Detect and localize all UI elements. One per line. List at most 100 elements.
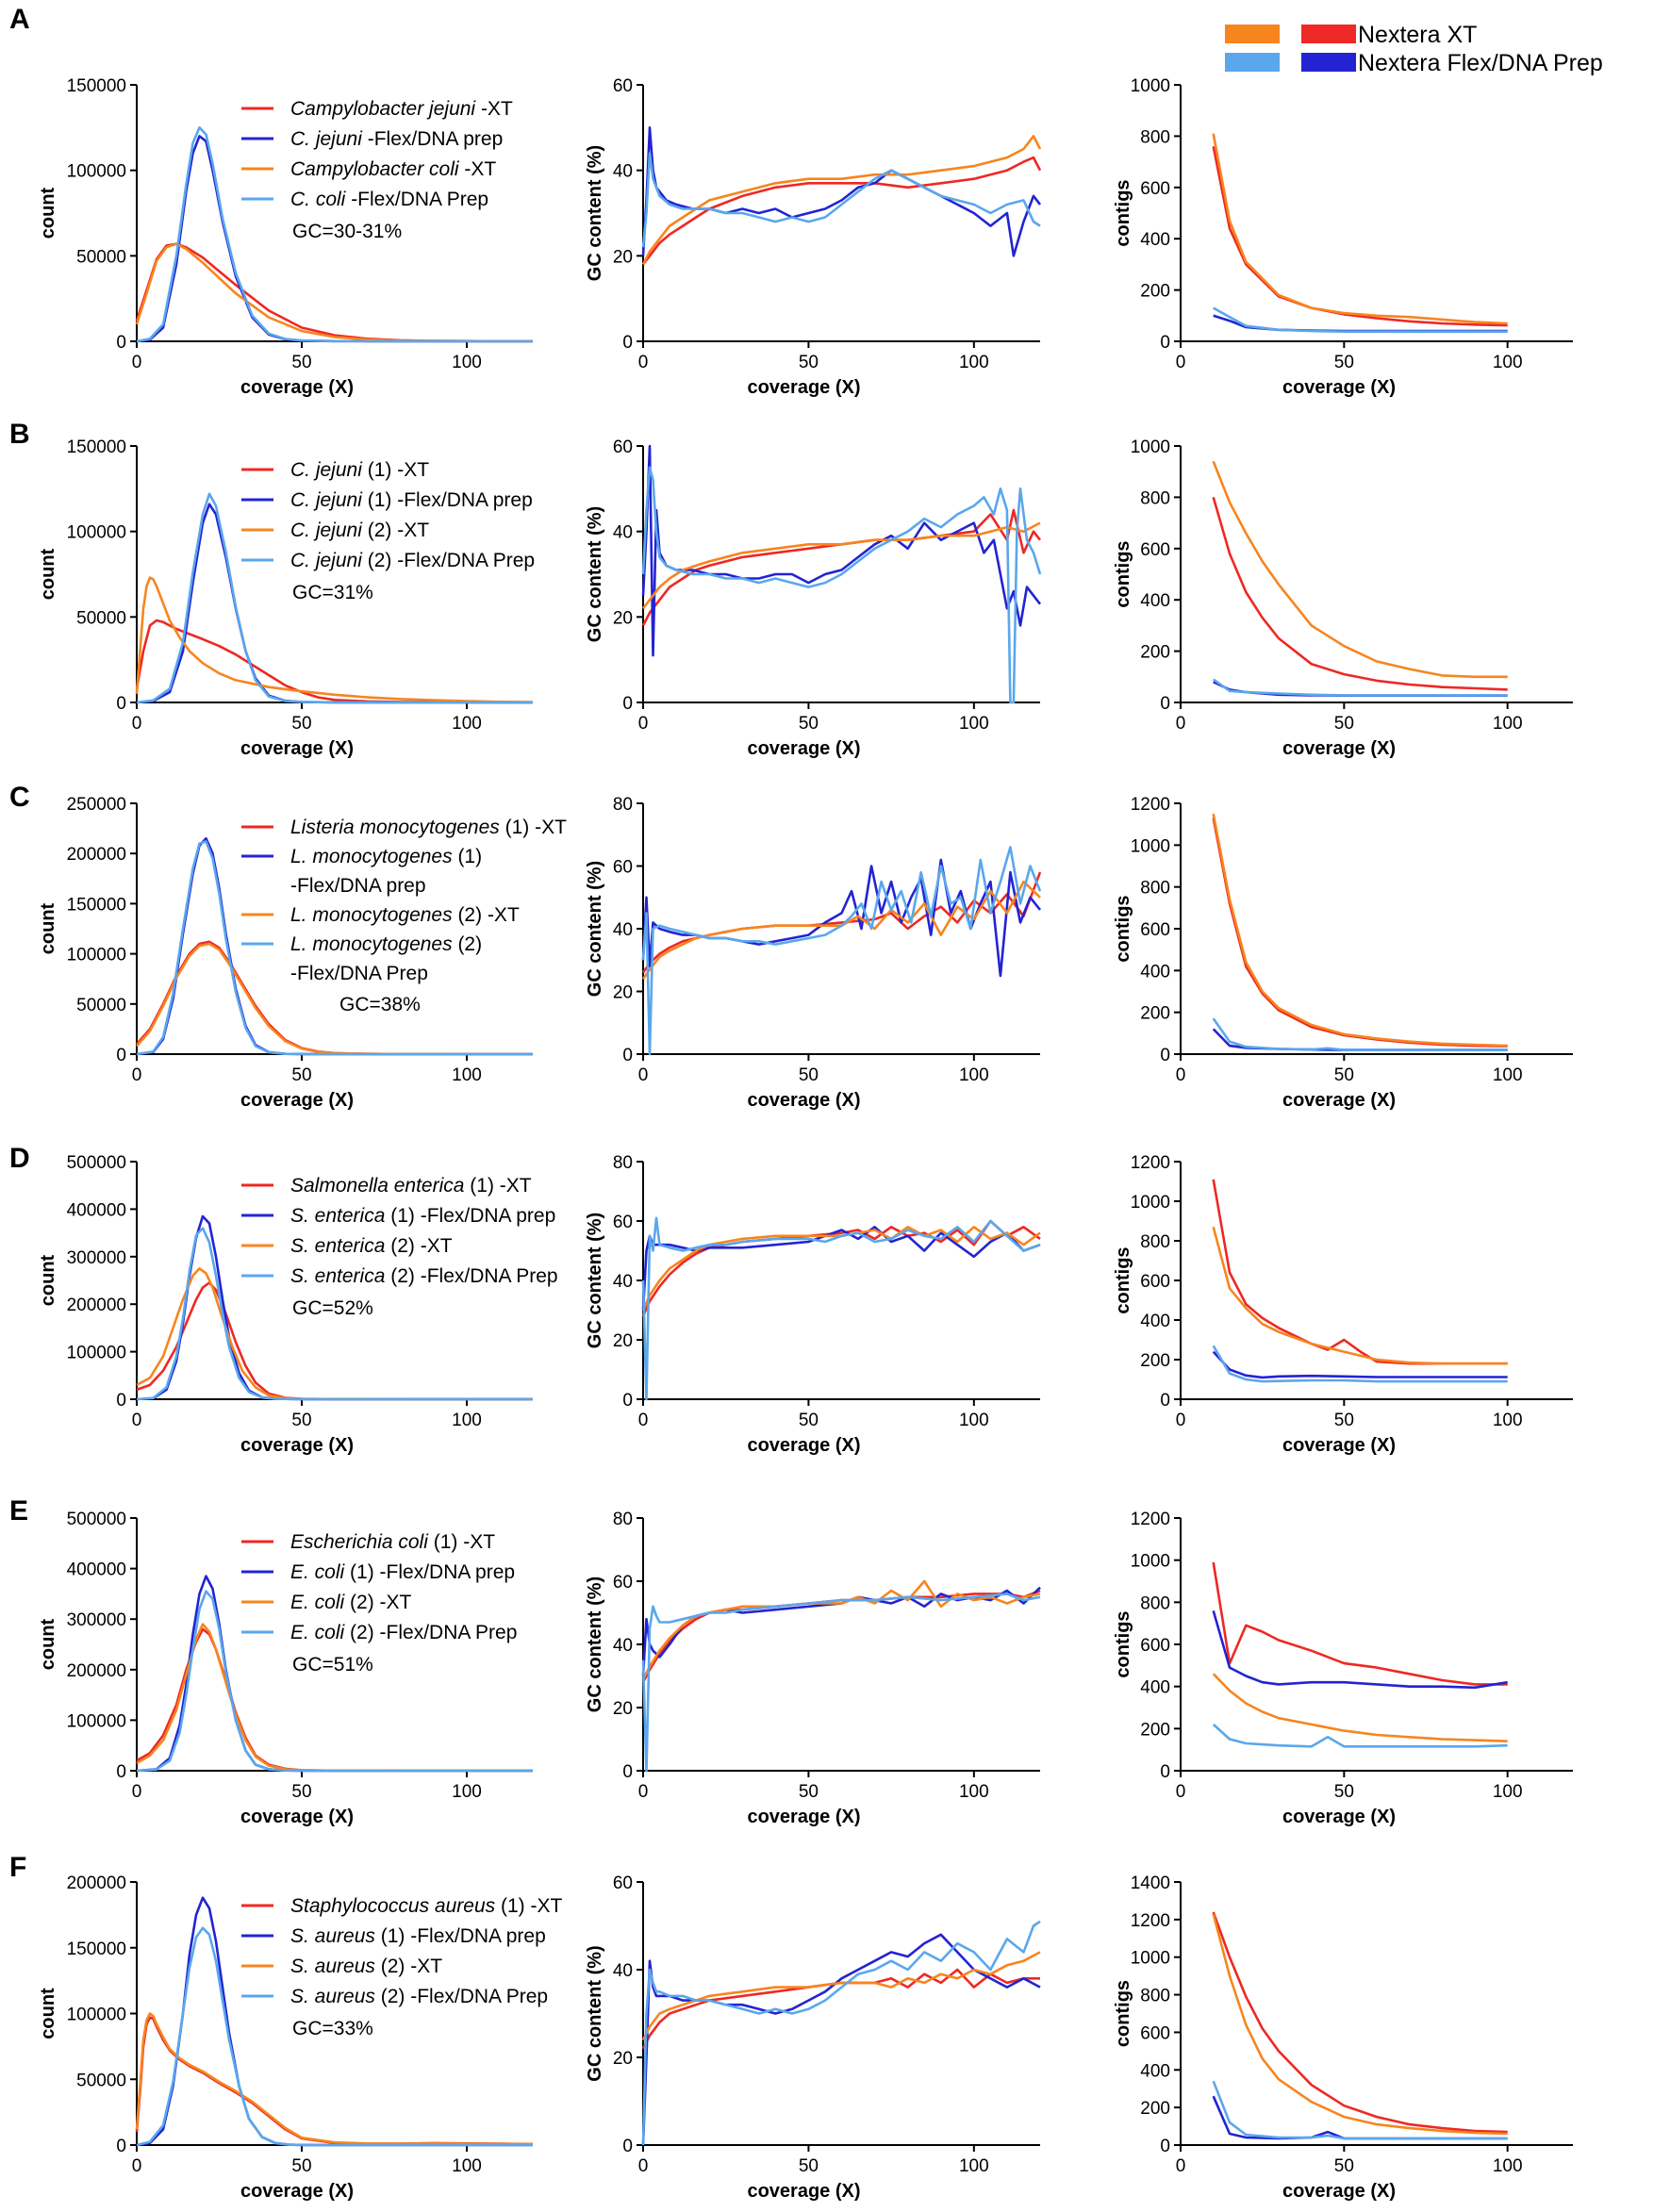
x-tick-label: 100 bbox=[959, 1782, 989, 1802]
series-line-orange bbox=[641, 135, 1042, 265]
x-axis-title: coverage (X) bbox=[747, 1435, 860, 1456]
x-axis-title: coverage (X) bbox=[1282, 2181, 1396, 2202]
series-line-lightblue bbox=[136, 1926, 533, 2147]
series-line-lightblue bbox=[136, 126, 533, 343]
chart-panel-c: C 0 50 100 0 50000 100000 150000 200000 250000 cov… bbox=[9, 782, 567, 1111]
x-axis-title: coverage (X) bbox=[747, 1807, 860, 1827]
x-tick-label: 0 bbox=[132, 1065, 142, 1085]
series-line-lightblue bbox=[1212, 678, 1508, 697]
y-tick-label: 1200 bbox=[1131, 1153, 1170, 1173]
y-tick-label: 400 bbox=[1140, 1312, 1170, 1331]
series-line-red bbox=[1212, 1179, 1508, 1365]
legend-label: -Flex/DNA prep bbox=[290, 875, 426, 897]
y-tick-label: 150000 bbox=[67, 437, 126, 457]
x-tick-label: 100 bbox=[1493, 1782, 1523, 1802]
y-axis-title: contigs bbox=[1113, 1980, 1133, 2047]
y-tick-label: 200 bbox=[1140, 1351, 1170, 1371]
y-tick-label: 200 bbox=[1140, 1720, 1170, 1740]
series-line-red bbox=[136, 1627, 533, 1773]
gc-annotation: GC=31% bbox=[292, 582, 373, 603]
x-tick-label: 100 bbox=[452, 2156, 482, 2176]
y-tick-label: 40 bbox=[613, 920, 633, 940]
y-tick-label: 200000 bbox=[67, 1874, 126, 1893]
y-tick-label: 1200 bbox=[1131, 1911, 1170, 1931]
y-tick-label: 500000 bbox=[67, 1510, 126, 1529]
x-tick-label: 100 bbox=[1493, 1065, 1523, 1085]
y-tick-label: 20 bbox=[613, 983, 633, 1003]
chart-panel-b-gc: 0 50 100 0 20 40 60 coverage (X) GC content (%) bbox=[585, 437, 1042, 759]
legend-label: C. jejuni (2) -Flex/DNA Prep bbox=[290, 550, 535, 571]
series-line-lightblue bbox=[641, 1216, 1041, 1401]
y-tick-label: 100000 bbox=[67, 2006, 126, 2025]
y-tick-label: 800 bbox=[1140, 1987, 1170, 2006]
y-tick-label: 50000 bbox=[76, 247, 126, 267]
x-tick-label: 50 bbox=[291, 714, 311, 734]
y-tick-label: 60 bbox=[613, 1213, 633, 1232]
y-tick-label: 0 bbox=[1160, 694, 1170, 714]
series-line-red bbox=[1212, 146, 1508, 327]
series-line-red bbox=[641, 871, 1042, 974]
y-tick-label: 0 bbox=[116, 1046, 126, 1065]
series-line-orange bbox=[1212, 460, 1508, 679]
gc-annotation: GC=51% bbox=[292, 1654, 373, 1676]
series-line-orange bbox=[135, 576, 534, 703]
y-axis-title: count bbox=[38, 1988, 58, 2039]
series-line-orange bbox=[136, 942, 533, 1056]
x-axis-title: coverage (X) bbox=[240, 377, 354, 398]
y-axis-title: contigs bbox=[1113, 895, 1133, 962]
series-line-navy bbox=[1212, 1609, 1508, 1690]
x-tick-label: 100 bbox=[1493, 353, 1523, 372]
series-line-orange bbox=[136, 1267, 533, 1401]
chart-panel-e-gc: 0 50 100 0 20 40 60 80 coverage (X) GC content (%… bbox=[585, 1510, 1041, 1827]
x-tick-label: 0 bbox=[638, 1782, 649, 1802]
x-tick-label: 0 bbox=[1176, 1065, 1186, 1085]
y-tick-label: 1000 bbox=[1131, 1949, 1170, 1969]
legend-label: L. monocytogenes (2) bbox=[290, 933, 482, 955]
legend-label: Staphylococcus aureus (1) -XT bbox=[290, 1895, 562, 1917]
x-tick-label: 0 bbox=[638, 714, 649, 734]
y-tick-label: 1000 bbox=[1131, 836, 1170, 856]
y-tick-label: 0 bbox=[116, 2137, 126, 2156]
x-tick-label: 100 bbox=[959, 1065, 989, 1085]
x-tick-label: 100 bbox=[452, 714, 482, 734]
y-tick-label: 40 bbox=[613, 1636, 633, 1656]
series-line-red bbox=[1212, 1911, 1508, 2134]
x-axis-title: coverage (X) bbox=[240, 1807, 354, 1827]
y-tick-label: 600 bbox=[1140, 2023, 1170, 2043]
y-axis-title: count bbox=[38, 1254, 58, 1306]
y-axis-title: count bbox=[38, 187, 58, 239]
y-tick-label: 1200 bbox=[1131, 795, 1170, 815]
x-tick-label: 100 bbox=[959, 1411, 989, 1430]
y-tick-label: 1000 bbox=[1131, 1193, 1170, 1213]
y-tick-label: 600 bbox=[1140, 1636, 1170, 1656]
panel-letter: A bbox=[9, 4, 30, 35]
global-legend-swatch-dark bbox=[1301, 25, 1356, 43]
y-tick-label: 60 bbox=[613, 437, 633, 457]
series-line-lightblue bbox=[641, 152, 1041, 248]
global-legend-label: Nextera XT bbox=[1358, 22, 1477, 48]
x-tick-label: 100 bbox=[452, 1065, 482, 1085]
y-tick-label: 60 bbox=[613, 1874, 633, 1893]
series-line-lightblue bbox=[1212, 1723, 1508, 1748]
x-tick-label: 0 bbox=[132, 1782, 142, 1802]
x-axis-title: coverage (X) bbox=[1282, 738, 1396, 759]
y-tick-label: 60 bbox=[613, 858, 633, 878]
y-tick-label: 600 bbox=[1140, 1272, 1170, 1292]
legend-label: Campylobacter jejuni -XT bbox=[290, 98, 513, 120]
y-tick-label: 1400 bbox=[1131, 1874, 1170, 1893]
y-tick-label: 150000 bbox=[67, 895, 126, 915]
series-line-red bbox=[1212, 817, 1508, 1048]
x-axis-title: coverage (X) bbox=[747, 738, 860, 759]
y-tick-label: 0 bbox=[116, 1391, 126, 1411]
x-tick-label: 50 bbox=[1334, 1065, 1354, 1085]
y-tick-label: 0 bbox=[1160, 1762, 1170, 1782]
y-tick-label: 200000 bbox=[67, 845, 126, 865]
legend-label: S. aureus (2) -XT bbox=[290, 1956, 442, 1977]
y-axis-title: GC content (%) bbox=[585, 1945, 605, 2081]
y-tick-label: 0 bbox=[116, 1762, 126, 1782]
y-tick-label: 400000 bbox=[67, 1200, 126, 1220]
y-axis-title: GC content (%) bbox=[585, 1576, 605, 1712]
